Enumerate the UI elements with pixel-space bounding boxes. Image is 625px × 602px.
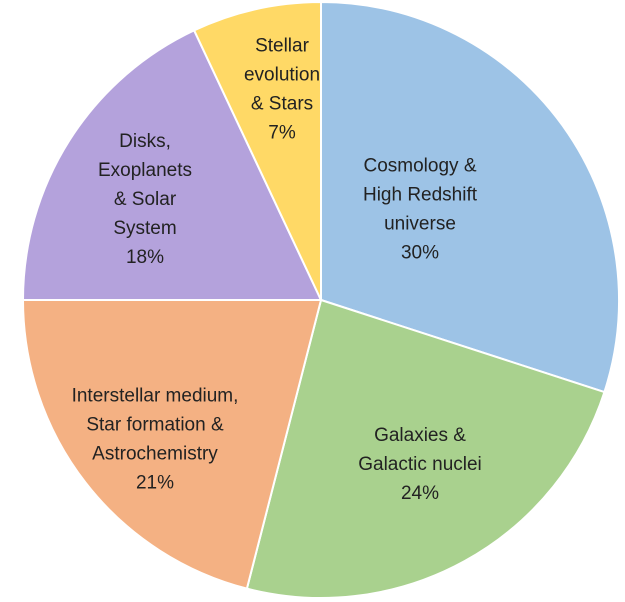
slice-label: Interstellar medium, (72, 386, 239, 407)
slice-label: Galaxies & (374, 425, 466, 446)
pie-slice (320, 0, 620, 394)
value-label: 21% (136, 473, 174, 494)
slice-label: Astrochemistry (92, 444, 218, 465)
slice-label: Disks, (119, 131, 171, 152)
value-label: 18% (126, 247, 164, 268)
slice-label: & Solar (114, 189, 177, 210)
slice-label: Exoplanets (98, 160, 192, 181)
value-label: 7% (268, 123, 296, 144)
slice-label: High Redshift (363, 185, 478, 206)
slice-label: Stellar (255, 36, 310, 57)
pie-slice (192, 0, 322, 301)
pie-slice (245, 298, 606, 599)
value-label: 30% (401, 243, 439, 264)
slice-label: & Stars (251, 94, 313, 115)
slice-label: Cosmology & (364, 156, 477, 177)
pie-slice (21, 299, 323, 590)
pie-slice (21, 29, 323, 301)
slice-label: universe (384, 214, 456, 235)
value-label: 24% (401, 483, 439, 504)
slice-label: Star formation & (86, 415, 224, 436)
slice-label: evolution (244, 65, 320, 86)
slice-label: System (113, 218, 176, 239)
slice-label: Galactic nuclei (358, 454, 482, 475)
